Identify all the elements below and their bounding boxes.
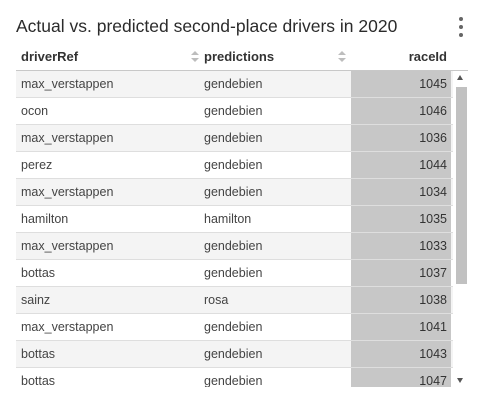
cell-predictions: gendebien	[204, 239, 263, 253]
cell-raceid: 1035	[351, 206, 451, 232]
page-title: Actual vs. predicted second-place driver…	[16, 16, 398, 36]
cell-raceid: 1038	[351, 287, 451, 313]
cell-raceid: 1037	[351, 260, 451, 286]
table-body: max_verstappen gendebien 1045 ocon gendebien…	[16, 71, 453, 387]
table-row[interactable]: sainz rosa 1038	[16, 287, 453, 314]
table-row[interactable]: max_verstappen gendebien 1033	[16, 233, 453, 260]
sort-icon[interactable]	[191, 51, 199, 62]
table-header: driverRef predictions raceId	[16, 43, 468, 71]
table-row[interactable]: ocon gendebien 1046	[16, 98, 453, 125]
cell-raceid: 1043	[351, 341, 451, 367]
scroll-thumb[interactable]	[456, 87, 467, 284]
column-header-raceid[interactable]: raceId	[408, 49, 447, 64]
cell-driverref: bottas	[21, 374, 56, 387]
cell-driverref: bottas	[21, 347, 56, 361]
cell-raceid: 1046	[351, 98, 451, 124]
table-row[interactable]: max_verstappen gendebien 1041	[16, 314, 453, 341]
cell-predictions: gendebien	[204, 374, 263, 387]
cell-predictions: gendebien	[204, 104, 263, 118]
cell-predictions: gendebien	[204, 158, 263, 172]
cell-raceid: 1036	[351, 125, 451, 151]
cell-driverref: max_verstappen	[21, 239, 114, 253]
table-row[interactable]: hamilton hamilton 1035	[16, 206, 453, 233]
data-table: driverRef predictions raceId max_verstap…	[16, 43, 468, 387]
cell-predictions: hamilton	[204, 212, 252, 226]
table-row[interactable]: bottas gendebien 1037	[16, 260, 453, 287]
cell-driverref: max_verstappen	[21, 131, 114, 145]
cell-predictions: gendebien	[204, 131, 263, 145]
table-row[interactable]: bottas gendebien 1047	[16, 368, 453, 387]
cell-predictions: gendebien	[204, 266, 263, 280]
cell-driverref: perez	[21, 158, 53, 172]
table-row[interactable]: max_verstappen gendebien 1034	[16, 179, 453, 206]
cell-driverref: max_verstappen	[21, 185, 114, 199]
table-row[interactable]: perez gendebien 1044	[16, 152, 453, 179]
cell-driverref: max_verstappen	[21, 320, 114, 334]
cell-predictions: rosa	[204, 293, 229, 307]
scroll-up-arrow-icon[interactable]	[457, 75, 463, 80]
table-row[interactable]: max_verstappen gendebien 1036	[16, 125, 453, 152]
kebab-menu-icon[interactable]	[454, 17, 468, 37]
cell-raceid: 1033	[351, 233, 451, 259]
cell-predictions: gendebien	[204, 347, 263, 361]
column-header-driverref[interactable]: driverRef	[21, 43, 201, 70]
cell-predictions: gendebien	[204, 320, 263, 334]
table-row[interactable]: max_verstappen gendebien 1045	[16, 71, 453, 98]
cell-raceid: 1041	[351, 314, 451, 340]
cell-predictions: gendebien	[204, 185, 263, 199]
vertical-scrollbar[interactable]	[453, 71, 468, 387]
cell-driverref: ocon	[21, 104, 49, 118]
sort-icon[interactable]	[338, 51, 346, 62]
column-header-predictions[interactable]: predictions	[204, 43, 349, 70]
cell-raceid: 1034	[351, 179, 451, 205]
cell-driverref: max_verstappen	[21, 77, 114, 91]
cell-raceid: 1045	[351, 71, 451, 97]
cell-predictions: gendebien	[204, 77, 263, 91]
scroll-down-arrow-icon[interactable]	[457, 378, 463, 383]
cell-raceid: 1044	[351, 152, 451, 178]
cell-driverref: hamilton	[21, 212, 69, 226]
cell-driverref: bottas	[21, 266, 56, 280]
cell-raceid: 1047	[351, 368, 451, 387]
cell-driverref: sainz	[21, 293, 51, 307]
table-row[interactable]: bottas gendebien 1043	[16, 341, 453, 368]
